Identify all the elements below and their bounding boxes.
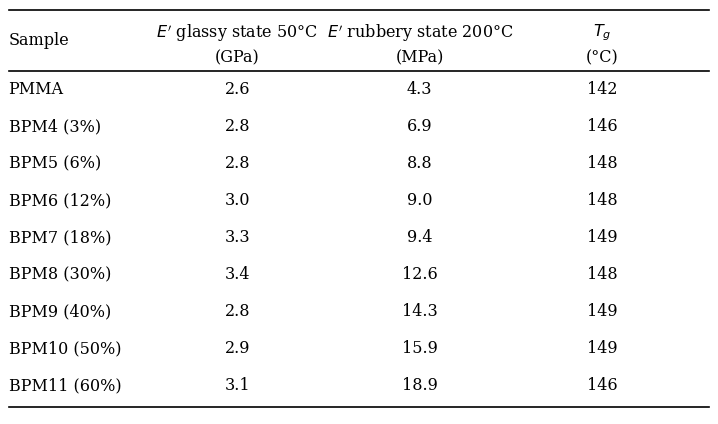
Text: $E'$ rubbery state 200°C: $E'$ rubbery state 200°C [327,22,513,44]
Text: (GPa): (GPa) [215,50,260,67]
Text: 3.4: 3.4 [225,266,250,283]
Text: 148: 148 [587,266,617,283]
Text: $T_g$: $T_g$ [593,22,612,43]
Text: 149: 149 [587,229,617,246]
Text: 6.9: 6.9 [407,118,433,135]
Text: 148: 148 [587,155,617,172]
Text: PMMA: PMMA [9,81,63,98]
Text: 149: 149 [587,340,617,357]
Text: BPM7 (18%): BPM7 (18%) [9,229,111,246]
Text: $E'$ glassy state 50°C: $E'$ glassy state 50°C [157,22,319,44]
Text: 2.8: 2.8 [225,155,250,172]
Text: 8.8: 8.8 [407,155,433,172]
Text: (MPa): (MPa) [396,50,444,67]
Text: 2.8: 2.8 [225,303,250,320]
Text: 15.9: 15.9 [402,340,438,357]
Text: BPM9 (40%): BPM9 (40%) [9,303,111,320]
Text: BPM10 (50%): BPM10 (50%) [9,340,121,357]
Text: 146: 146 [587,118,617,135]
Text: BPM6 (12%): BPM6 (12%) [9,192,111,209]
Text: 18.9: 18.9 [402,377,438,394]
Text: BPM8 (30%): BPM8 (30%) [9,266,111,283]
Text: 2.9: 2.9 [225,340,250,357]
Text: BPM5 (6%): BPM5 (6%) [9,155,101,172]
Text: 4.3: 4.3 [407,81,432,98]
Text: 9.0: 9.0 [407,192,432,209]
Text: BPM4 (3%): BPM4 (3%) [9,118,101,135]
Text: 14.3: 14.3 [402,303,438,320]
Text: 142: 142 [587,81,617,98]
Text: 9.4: 9.4 [407,229,432,246]
Text: 3.3: 3.3 [225,229,251,246]
Text: 2.6: 2.6 [225,81,250,98]
Text: 12.6: 12.6 [402,266,438,283]
Text: (°C): (°C) [586,50,618,67]
Text: 3.1: 3.1 [225,377,251,394]
Text: 148: 148 [587,192,617,209]
Text: 146: 146 [587,377,617,394]
Text: 2.8: 2.8 [225,118,250,135]
Text: 3.0: 3.0 [225,192,250,209]
Text: 149: 149 [587,303,617,320]
Text: Sample: Sample [9,32,70,49]
Text: BPM11 (60%): BPM11 (60%) [9,377,121,394]
